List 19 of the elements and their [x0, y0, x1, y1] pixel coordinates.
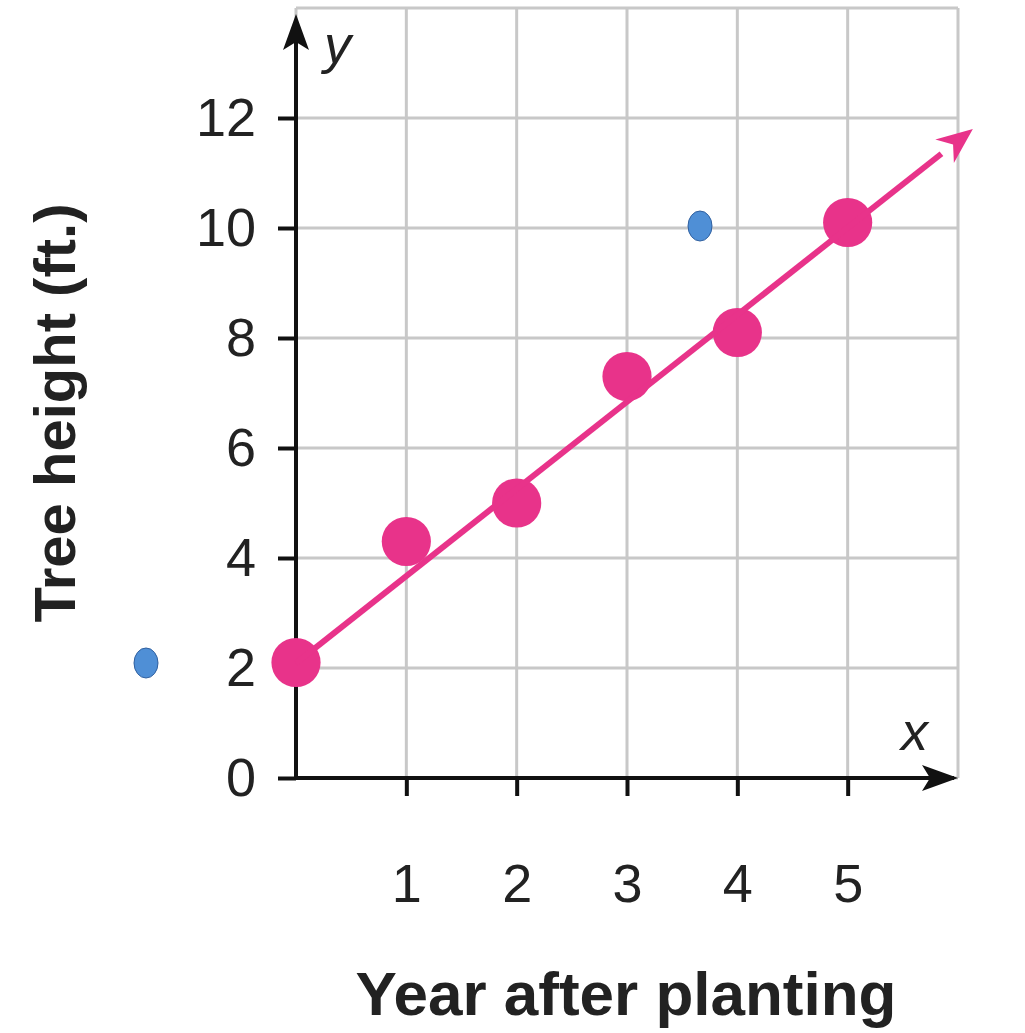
y-tick-label: 6	[225, 416, 256, 477]
y-tick-label: 8	[225, 306, 256, 367]
annotation: x	[898, 701, 930, 761]
x-tick-label: 2	[502, 853, 533, 914]
y-tick-label: 0	[225, 746, 256, 807]
point	[602, 351, 652, 402]
annotation: y	[320, 14, 354, 74]
y-tick-label: 12	[195, 86, 256, 147]
x-tick-label: 3	[612, 853, 643, 914]
y-axis-title: Tree height (ft.)	[22, 203, 87, 623]
point	[271, 637, 321, 688]
y-tick-label: 2	[225, 636, 256, 697]
x-tick-label: 5	[833, 853, 864, 914]
x-tick-label: 1	[391, 853, 422, 914]
y-tick-label: 4	[225, 526, 256, 587]
x-axis-title: Year after planting	[355, 959, 897, 1028]
x-tick-label: 4	[722, 853, 753, 914]
y-tick-label: 10	[195, 196, 256, 257]
point	[381, 516, 431, 567]
